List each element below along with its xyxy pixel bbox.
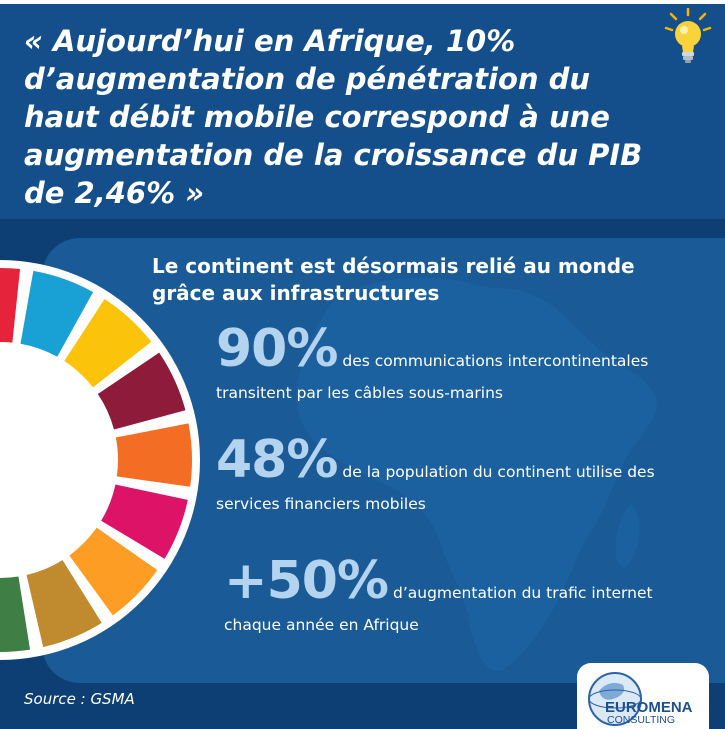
wheel-center	[0, 344, 116, 576]
sdg-wheel-icon	[0, 260, 200, 660]
africa-map-icon	[296, 277, 657, 671]
stat-mobile-finance: 48% de la population du continent utilis…	[216, 434, 716, 520]
wheel-segment	[0, 268, 21, 343]
logo-subtitle: CONSULTING	[607, 714, 676, 726]
wheel-segment	[20, 270, 94, 357]
wheel-segment	[26, 560, 102, 648]
headline-quote: « Aujourd’hui en Afrique, 10% d’augmenta…	[24, 24, 643, 210]
globe-logo-icon	[588, 672, 642, 726]
header-band	[0, 4, 725, 219]
top-border	[0, 0, 725, 4]
logo-card: EUROMENA CONSULTING	[577, 663, 709, 729]
stat-value: 90%	[216, 319, 338, 379]
stat-cables: 90% des communications intercontinentale…	[216, 323, 716, 409]
logo-name: EUROMENA	[605, 699, 693, 716]
stat-value: +50%	[224, 551, 389, 611]
wheel-segment	[64, 298, 152, 388]
stat-text: des communications intercontinentales tr…	[216, 352, 649, 402]
stat-internet-traffic: +50% d’augmentation du trafic internet c…	[224, 555, 714, 641]
wheel-segment	[69, 527, 158, 616]
stat-text: d’augmentation du trafic internet chaque…	[224, 584, 653, 634]
stat-value: 48%	[216, 430, 338, 490]
wheel-segment	[97, 352, 186, 430]
section-subtitle: Le continent est désormais relié au mond…	[152, 254, 635, 305]
wheel-segment	[0, 576, 31, 652]
wheel-segment	[115, 423, 193, 487]
wheel-segment	[101, 484, 188, 559]
source-note: Source : GSMA	[24, 690, 135, 708]
lightbulb-icon	[664, 8, 712, 63]
stat-text: de la population du continent utilise de…	[216, 463, 655, 513]
